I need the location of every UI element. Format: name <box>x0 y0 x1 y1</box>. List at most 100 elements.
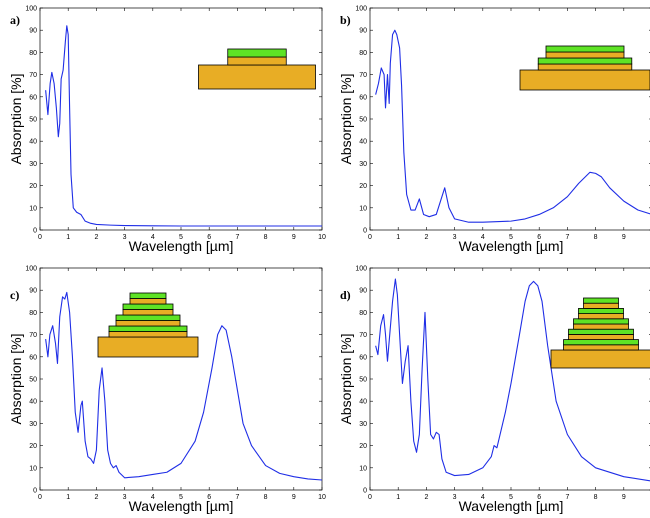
metal-layer <box>563 344 639 351</box>
x-tick-label: 0 <box>368 234 372 241</box>
x-tick-label: 7 <box>235 494 239 501</box>
metal-layer <box>129 298 167 305</box>
dielectric-layer <box>537 57 633 65</box>
y-axis-label: Absorption [%] <box>8 333 24 424</box>
y-tick-label: 90 <box>29 288 37 295</box>
x-tick-label: 10 <box>318 234 326 241</box>
x-tick-label: 0 <box>38 234 42 241</box>
y-tick-label: 60 <box>359 354 367 361</box>
y-tick-label: 30 <box>359 161 367 168</box>
x-tick-label: 8 <box>264 234 268 241</box>
metal-layer <box>545 51 625 59</box>
y-tick-label: 30 <box>29 421 37 428</box>
y-tick-label: 60 <box>29 354 37 361</box>
substrate-layer <box>198 64 316 90</box>
y-tick-label: 10 <box>359 465 367 472</box>
x-axis-label: Wavelength [µm] <box>129 498 234 514</box>
plot-frame <box>39 267 323 491</box>
plot-frame <box>39 7 323 231</box>
y-tick-label: 100 <box>25 6 37 13</box>
metal-layer <box>573 323 629 330</box>
y-tick-label: 10 <box>29 205 37 212</box>
metal-layer <box>115 320 181 327</box>
x-tick-label: 9 <box>292 234 296 241</box>
y-tick-label: 30 <box>359 421 367 428</box>
x-tick-label: 5 <box>509 234 513 241</box>
x-tick-label: 2 <box>424 234 428 241</box>
substrate-layer <box>519 69 650 91</box>
x-tick-label: 2 <box>94 494 98 501</box>
dielectric-layer <box>545 45 625 53</box>
y-tick-label: 50 <box>29 117 37 124</box>
metal-layer <box>122 309 174 316</box>
x-tick-label: 3 <box>123 234 127 241</box>
substrate-layer <box>97 336 199 358</box>
x-tick-label: 6 <box>537 234 541 241</box>
x-tick-label: 9 <box>622 494 626 501</box>
y-tick-label: 80 <box>29 50 37 57</box>
series-line-1 <box>45 291 322 481</box>
dielectric-layer <box>568 328 634 335</box>
dielectric-layer <box>108 325 188 332</box>
dielectric-layer <box>129 292 167 299</box>
y-tick-label: 80 <box>29 310 37 317</box>
y-tick-label: 60 <box>359 94 367 101</box>
x-tick-label: 1 <box>396 234 400 241</box>
layer-stack-inset <box>198 48 316 90</box>
x-tick-label: 3 <box>453 494 457 501</box>
dielectric-layer <box>578 307 624 314</box>
y-tick-label: 10 <box>359 205 367 212</box>
y-tick-label: 80 <box>359 310 367 317</box>
chart-panel-4: 0 1 2 3 4 5 6 7 8 90102030405060708090100Waveleng… <box>338 266 650 514</box>
metal-layer <box>583 302 619 309</box>
y-tick-label: 40 <box>359 139 367 146</box>
y-tick-label: 100 <box>25 266 37 273</box>
series-line-1 <box>375 278 650 482</box>
dielectric-layer <box>573 318 629 325</box>
x-tick-label: 4 <box>481 234 485 241</box>
metal-layer <box>537 63 633 71</box>
x-tick-label: 7 <box>235 234 239 241</box>
plot-frame <box>369 7 650 231</box>
metal-layer <box>578 313 624 320</box>
y-tick-label: 20 <box>29 183 37 190</box>
x-axis-label: Wavelength [µm] <box>129 238 234 254</box>
layer-stack-inset <box>519 45 650 91</box>
y-tick-label: 40 <box>29 139 37 146</box>
y-tick-label: 80 <box>359 50 367 57</box>
x-tick-label: 4 <box>151 494 155 501</box>
y-tick-label: 90 <box>359 288 367 295</box>
y-tick-label: 30 <box>29 161 37 168</box>
dielectric-layer <box>563 339 639 346</box>
y-tick-label: 70 <box>29 72 37 79</box>
x-tick-label: 8 <box>264 494 268 501</box>
panel-letter: d) <box>340 288 351 302</box>
y-axis-label: Absorption [%] <box>8 73 24 164</box>
y-axis-label: Absorption [%] <box>338 73 354 164</box>
x-tick-label: 6 <box>207 234 211 241</box>
x-tick-label: 3 <box>123 494 127 501</box>
x-tick-label: 6 <box>537 494 541 501</box>
x-tick-label: 0 <box>38 494 42 501</box>
x-tick-label: 2 <box>94 234 98 241</box>
y-tick-label: 0 <box>33 488 37 495</box>
x-tick-label: 5 <box>179 234 183 241</box>
y-tick-label: 20 <box>29 443 37 450</box>
x-tick-label: 2 <box>424 494 428 501</box>
x-tick-label: 8 <box>594 494 598 501</box>
x-tick-label: 10 <box>318 494 326 501</box>
y-tick-label: 0 <box>363 488 367 495</box>
x-tick-label: 1 <box>66 494 70 501</box>
y-tick-label: 70 <box>359 72 367 79</box>
y-tick-label: 60 <box>29 94 37 101</box>
x-axis-label: Wavelength [µm] <box>459 238 564 254</box>
y-tick-label: 100 <box>355 266 367 273</box>
panel-letter: b) <box>340 13 351 27</box>
x-tick-label: 6 <box>207 494 211 501</box>
x-tick-label: 7 <box>565 494 569 501</box>
y-tick-label: 90 <box>359 28 367 35</box>
metal-layer <box>108 331 188 338</box>
layer-stack-inset <box>550 297 650 369</box>
x-tick-label: 7 <box>565 234 569 241</box>
